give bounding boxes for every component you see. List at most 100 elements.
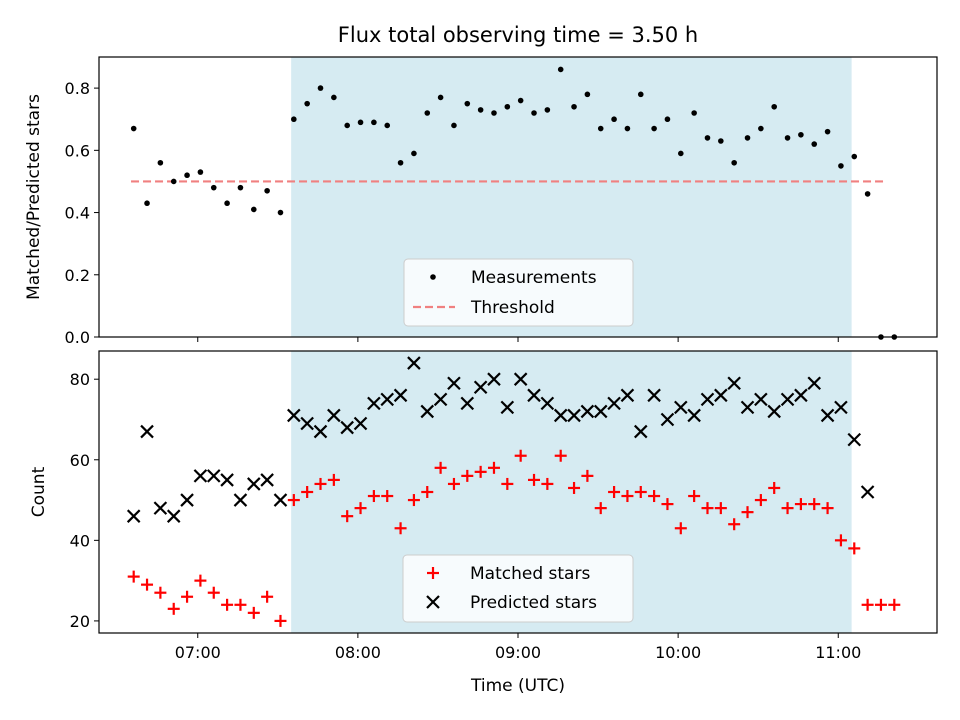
matched-star-point — [261, 590, 274, 603]
chart-title: Flux total observing time = 3.50 h — [338, 23, 698, 47]
matched-star-point — [287, 494, 300, 507]
measurement-point — [557, 66, 564, 73]
measurement-point — [451, 122, 457, 129]
top-legend: Measurements Threshold — [403, 258, 634, 327]
predicted-star-point — [273, 493, 288, 507]
measurement-point — [651, 125, 657, 132]
matched-star-point — [848, 542, 861, 555]
predicted-star-point — [500, 400, 515, 415]
predicted-star-point — [647, 388, 661, 403]
measurement-point — [798, 131, 804, 138]
bottom-y-tick-label: 60 — [70, 451, 90, 470]
bottom-y-tick-label: 80 — [70, 370, 90, 389]
top-panel: 0.00.20.40.60.8 Matched/Predicted stars … — [24, 56, 938, 347]
measurement-point — [424, 110, 431, 116]
matched-star-point — [874, 598, 887, 611]
measurement-point — [677, 150, 684, 157]
measurement-point — [824, 128, 831, 135]
measurement-point — [317, 85, 324, 91]
bottom-y-axis-label: Count — [29, 466, 49, 517]
measurement-point — [691, 110, 697, 116]
predicted-star-point — [260, 473, 274, 487]
predicted-star-point — [553, 408, 568, 423]
matched-star-point — [314, 477, 327, 490]
measurement-point — [584, 91, 591, 98]
matched-star-point — [407, 494, 420, 507]
measurement-point — [491, 110, 497, 116]
matched-star-point — [327, 473, 340, 486]
matched-star-point — [728, 518, 741, 531]
measurement-point — [744, 135, 751, 141]
matched-star-point — [381, 490, 394, 503]
predicted-star-point — [740, 400, 755, 415]
predicted-star-point — [714, 388, 728, 403]
matched-star-point — [247, 606, 260, 619]
predicted-star-point — [540, 396, 555, 411]
measurement-point — [411, 150, 417, 157]
matched-star-point — [194, 574, 207, 587]
matched-star-point — [701, 502, 714, 515]
matched-star-point — [301, 486, 314, 498]
matched-star-point — [487, 461, 500, 474]
matched-star-point — [447, 477, 460, 490]
top-y-tick-label: 0.2 — [65, 266, 90, 285]
matched-star-point — [768, 481, 781, 494]
matched-star-point — [674, 522, 687, 535]
matched-star-point — [461, 469, 474, 482]
predicted-star-point — [700, 392, 715, 407]
bottom-y-tick-label: 40 — [70, 531, 90, 550]
matched-star-point — [421, 486, 434, 498]
matched-star-point — [127, 570, 140, 583]
matched-star-point — [568, 481, 581, 494]
measurement-point — [197, 169, 204, 175]
predicted-star-point — [367, 396, 381, 411]
measurement-point — [357, 119, 364, 126]
predicted-star-point — [473, 380, 488, 395]
predicted-star-point — [380, 392, 395, 407]
predicted-star-point — [727, 376, 741, 391]
measurement-point — [664, 116, 671, 123]
bottom-x-tick-label: 08:00 — [335, 643, 381, 662]
predicted-star-point — [607, 396, 621, 411]
matched-star-point — [834, 534, 847, 547]
measurement-point — [144, 200, 150, 207]
measurement-point — [130, 125, 137, 132]
predicted-star-point — [393, 388, 408, 403]
matched-star-point — [648, 490, 661, 503]
matched-star-point — [394, 522, 407, 535]
measurement-point — [718, 138, 724, 144]
bottom-legend: Matched stars Predicted stars — [402, 554, 634, 623]
matched-star-point — [554, 449, 567, 462]
matched-star-point — [367, 490, 380, 503]
measurement-point — [704, 135, 711, 141]
predicted-star-point — [674, 400, 688, 415]
matched-star-point — [514, 449, 527, 462]
legend-label-threshold: Threshold — [470, 298, 555, 318]
predicted-star-point — [633, 424, 648, 439]
predicted-star-point — [247, 477, 261, 491]
matched-star-point — [181, 590, 194, 603]
measurement-point — [277, 209, 284, 216]
measurement-point — [811, 141, 818, 147]
legend-marker-predicted-stars — [426, 595, 440, 609]
bottom-x-tick-label: 11:00 — [815, 643, 861, 662]
predicted-star-point — [327, 408, 341, 423]
measurement-point — [637, 91, 644, 98]
matched-star-point — [474, 465, 487, 478]
bottom-x-tick-label: 09:00 — [495, 643, 541, 662]
measurement-point — [264, 187, 270, 194]
predicted-star-point — [580, 404, 595, 419]
measurement-point — [611, 116, 617, 123]
predicted-star-point — [353, 416, 368, 431]
measurement-point — [864, 191, 871, 197]
matched-star-point — [888, 598, 901, 611]
predicted-star-point — [593, 404, 608, 419]
matched-star-point — [861, 598, 874, 611]
predicted-star-point — [407, 356, 421, 370]
bottom-panel: 20 40 60 80 07:00 08:00 09:00 10:00 11:00 Count… — [29, 350, 938, 696]
matched-star-point — [581, 469, 594, 482]
legend-marker-matched-stars — [427, 567, 439, 579]
predicted-star-point — [433, 392, 448, 407]
predicted-star-point — [620, 388, 635, 403]
